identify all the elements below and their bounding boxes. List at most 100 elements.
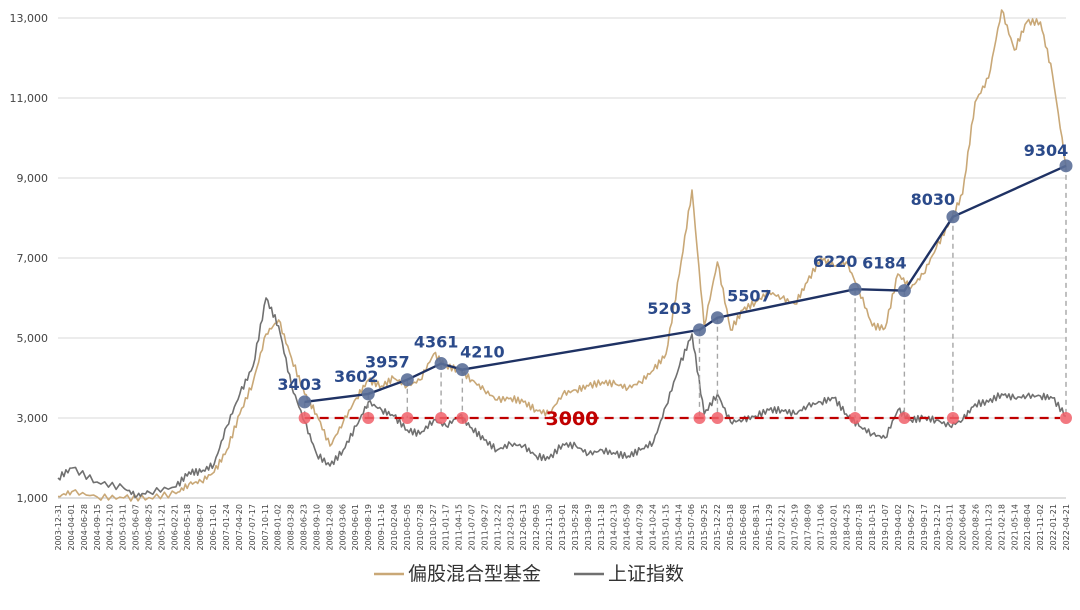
trend-marker: [1059, 159, 1073, 173]
x-tick-label: 2018-07-18: [855, 504, 864, 551]
x-tick-label: 2010-10-27: [429, 504, 438, 551]
data-label: 3957: [365, 353, 410, 372]
data-label: 3403: [277, 375, 322, 394]
y-tick-label: 11,000: [10, 92, 49, 105]
x-tick-label: 2007-10-11: [261, 504, 270, 551]
x-tick-label: 2021-02-18: [997, 504, 1006, 551]
x-tick-label: 2017-11-06: [816, 504, 825, 551]
trend-marker: [455, 363, 469, 377]
x-tick-label: 2008-06-23: [300, 504, 309, 551]
x-tick-label: 2004-09-15: [93, 504, 102, 551]
x-tick-label: 2016-11-29: [765, 504, 774, 551]
x-tick-label: 2009-06-01: [351, 504, 360, 551]
x-tick-label: 2018-10-15: [868, 504, 877, 551]
x-tick-label: 2012-03-21: [506, 504, 515, 551]
x-tick-label: 2007-04-20: [235, 504, 244, 551]
x-tick-label: 2017-02-21: [778, 504, 787, 551]
x-tick-label: 2015-07-06: [687, 504, 696, 551]
data-label: 3602: [334, 367, 379, 386]
x-tick-label: 2019-12-12: [933, 504, 942, 551]
trend-marker: [692, 323, 706, 337]
reference-marker: [401, 412, 414, 424]
x-tick-label: 2008-03-28: [287, 504, 296, 551]
x-tick-label: 2015-09-25: [700, 504, 709, 551]
data-label: 5507: [727, 287, 772, 306]
trend-marker: [400, 373, 414, 387]
x-tick-label: 2008-01-02: [274, 504, 283, 551]
reference-label: 3000: [546, 408, 599, 430]
legend-label-index: 上证指数: [608, 563, 684, 585]
x-tick-label: 2019-04-02: [894, 504, 903, 551]
x-tick-label: 2019-09-17: [920, 504, 929, 551]
x-tick-label: 2008-12-08: [325, 504, 334, 551]
y-tick-label: 9,000: [17, 172, 49, 185]
x-tick-label: 2010-02-04: [390, 504, 399, 551]
y-axis-ticks: 1,000 3,000 5,000 7,000 9,000 11,000 13,000: [10, 12, 49, 505]
x-axis-ticks: 2003-12-31 2004-04-01 2004-06-28 2004-09-15…: [54, 504, 1071, 551]
reference-marker: [362, 412, 375, 424]
data-label: 5203: [647, 299, 692, 318]
x-tick-label: 2020-08-26: [972, 504, 981, 551]
x-tick-label: 2011-07-07: [468, 504, 477, 551]
x-tick-label: 2016-08-31: [752, 504, 761, 551]
x-tick-label: 2019-06-27: [907, 504, 916, 551]
x-tick-label: 2013-05-28: [571, 504, 580, 551]
x-tick-label: 2004-04-01: [67, 504, 76, 551]
x-tick-label: 2021-05-14: [1010, 504, 1019, 551]
x-tick-label: 2005-11-21: [157, 504, 166, 551]
x-tick-label: 2018-04-25: [842, 504, 851, 551]
x-tick-label: 2014-02-13: [610, 504, 619, 551]
x-tick-label: 2006-11-01: [209, 504, 218, 551]
y-tick-label: 1,000: [17, 492, 49, 505]
data-label: 8030: [911, 190, 956, 209]
trend-marker: [946, 210, 960, 224]
x-tick-label: 2013-03-01: [558, 504, 567, 551]
x-tick-label: 2008-09-10: [312, 504, 321, 551]
reference-marker: [898, 412, 911, 424]
x-tick-label: 2021-08-04: [1023, 504, 1032, 551]
x-tick-label: 2012-09-05: [532, 504, 541, 551]
reference-marker: [435, 412, 448, 424]
reference-marker: [946, 412, 959, 424]
x-tick-label: 2011-12-22: [493, 504, 502, 550]
x-tick-label: 2020-06-04: [959, 504, 968, 551]
reference-marker: [456, 412, 469, 424]
x-tick-label: 2019-01-07: [881, 504, 890, 551]
reference-marker: [849, 412, 862, 424]
x-tick-label: 2006-02-21: [170, 504, 179, 551]
x-tick-label: 2004-12-10: [106, 504, 115, 551]
y-tick-label: 5,000: [17, 332, 49, 345]
x-tick-label: 2010-07-28: [416, 504, 425, 551]
x-tick-label: 2005-08-25: [144, 504, 153, 551]
x-tick-label: 2015-12-22: [713, 504, 722, 551]
x-tick-label: 2013-08-19: [584, 504, 593, 551]
x-tick-label: 2020-03-11: [946, 504, 955, 551]
x-tick-label: 2020-11-23: [984, 504, 993, 551]
trend-marker: [434, 357, 448, 371]
data-label: 6220: [813, 252, 858, 271]
x-tick-label: 2009-11-16: [377, 504, 386, 551]
series-line-fund: [57, 9, 1067, 502]
x-tick-label: 2014-07-29: [636, 504, 645, 551]
x-tick-label: 2004-06-28: [80, 504, 89, 551]
x-tick-label: 2021-11-02: [1036, 504, 1045, 551]
x-tick-label: 2017-08-09: [804, 504, 813, 551]
x-tick-label: 2014-05-09: [623, 504, 632, 551]
x-tick-label: 2016-03-18: [726, 504, 735, 551]
reference-marker: [1060, 412, 1072, 424]
trend-marker: [361, 387, 375, 401]
reference-marker: [711, 412, 724, 424]
data-label: 6184: [862, 254, 907, 273]
x-tick-label: 2022-04-21: [1062, 504, 1071, 551]
x-tick-label: 2014-10-24: [648, 504, 657, 551]
grid-lines: [58, 17, 1066, 499]
x-tick-label: 2011-09-27: [480, 504, 489, 551]
trend-marker: [298, 395, 312, 409]
x-tick-label: 2018-02-01: [829, 504, 838, 551]
x-tick-label: 2012-11-30: [545, 504, 554, 551]
x-tick-label: 2012-06-13: [519, 504, 528, 551]
x-tick-label: 2010-05-05: [403, 504, 412, 551]
